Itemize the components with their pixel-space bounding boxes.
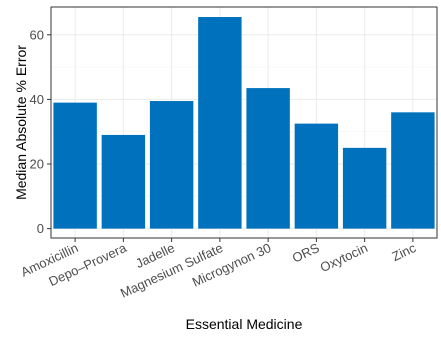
bar-ors <box>294 123 339 229</box>
bar-jadelle <box>149 101 194 229</box>
x-tick-label: Oxytocin <box>318 240 370 275</box>
y-tick-label: 20 <box>30 157 44 172</box>
panel-border <box>50 6 438 239</box>
bars <box>53 17 435 229</box>
y-tick-label: 40 <box>30 92 44 107</box>
y-axis-ticks: 0 20 40 60 <box>30 27 51 236</box>
y-tick-label: 0 <box>37 221 44 236</box>
x-tick-label: Zinc <box>390 240 419 264</box>
bar-zinc <box>391 112 435 229</box>
y-tick-label: 60 <box>30 27 44 42</box>
y-axis-title: Median Absolute % Error <box>13 45 29 200</box>
bar-microgynon-30 <box>246 88 290 229</box>
bar-oxytocin <box>342 147 387 229</box>
bar-depo-provera <box>101 134 146 229</box>
bar-amoxicillin <box>53 102 97 229</box>
x-axis-title: Essential Medicine <box>186 316 303 332</box>
bar-magnesium-sulfate <box>198 17 242 229</box>
